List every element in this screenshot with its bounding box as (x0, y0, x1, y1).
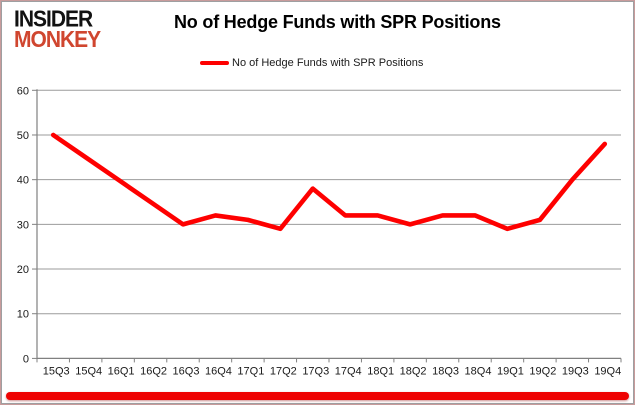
x-tick-label: 15Q3 (43, 365, 70, 377)
x-tick-label: 17Q1 (237, 365, 264, 377)
y-tick-label: 30 (17, 219, 29, 231)
chart-title: No of Hedge Funds with SPR Positions (174, 12, 501, 32)
x-tick-label: 18Q3 (432, 365, 459, 377)
x-tick-label: 16Q2 (140, 365, 167, 377)
x-tick-label: 16Q4 (205, 365, 232, 377)
x-tick-label: 19Q3 (562, 365, 589, 377)
x-tick-label: 19Q1 (497, 365, 524, 377)
legend-label: No of Hedge Funds with SPR Positions (232, 57, 424, 69)
x-tick-label: 17Q2 (270, 365, 297, 377)
x-tick-label: 17Q4 (335, 365, 362, 377)
x-tick-label: 18Q4 (465, 365, 492, 377)
x-tick-label: 19Q2 (529, 365, 556, 377)
x-tick-label: 19Q4 (594, 365, 621, 377)
y-tick-label: 40 (17, 175, 29, 187)
logo-text-monkey: MONKEY (14, 27, 101, 53)
y-tick-label: 60 (17, 85, 29, 97)
x-tick-label: 16Q1 (108, 365, 135, 377)
x-tick-label: 17Q3 (302, 365, 329, 377)
x-tick-label: 18Q1 (367, 365, 394, 377)
y-tick-label: 10 (17, 309, 29, 321)
x-tick-label: 16Q3 (173, 365, 200, 377)
x-tick-label: 15Q4 (75, 365, 102, 377)
x-tick-label: 18Q2 (400, 365, 427, 377)
y-tick-label: 20 (17, 264, 29, 276)
series-line (50, 132, 608, 232)
insider-monkey-logo: INSIDER MONKEY (14, 6, 101, 53)
y-tick-label: 0 (23, 353, 29, 365)
brand-footer-bar (6, 392, 629, 400)
legend-line-swatch (200, 61, 229, 65)
y-tick-label: 50 (17, 130, 29, 142)
logo-text-insider: INSIDER (14, 6, 93, 32)
legend: No of Hedge Funds with SPR Positions (200, 57, 423, 69)
